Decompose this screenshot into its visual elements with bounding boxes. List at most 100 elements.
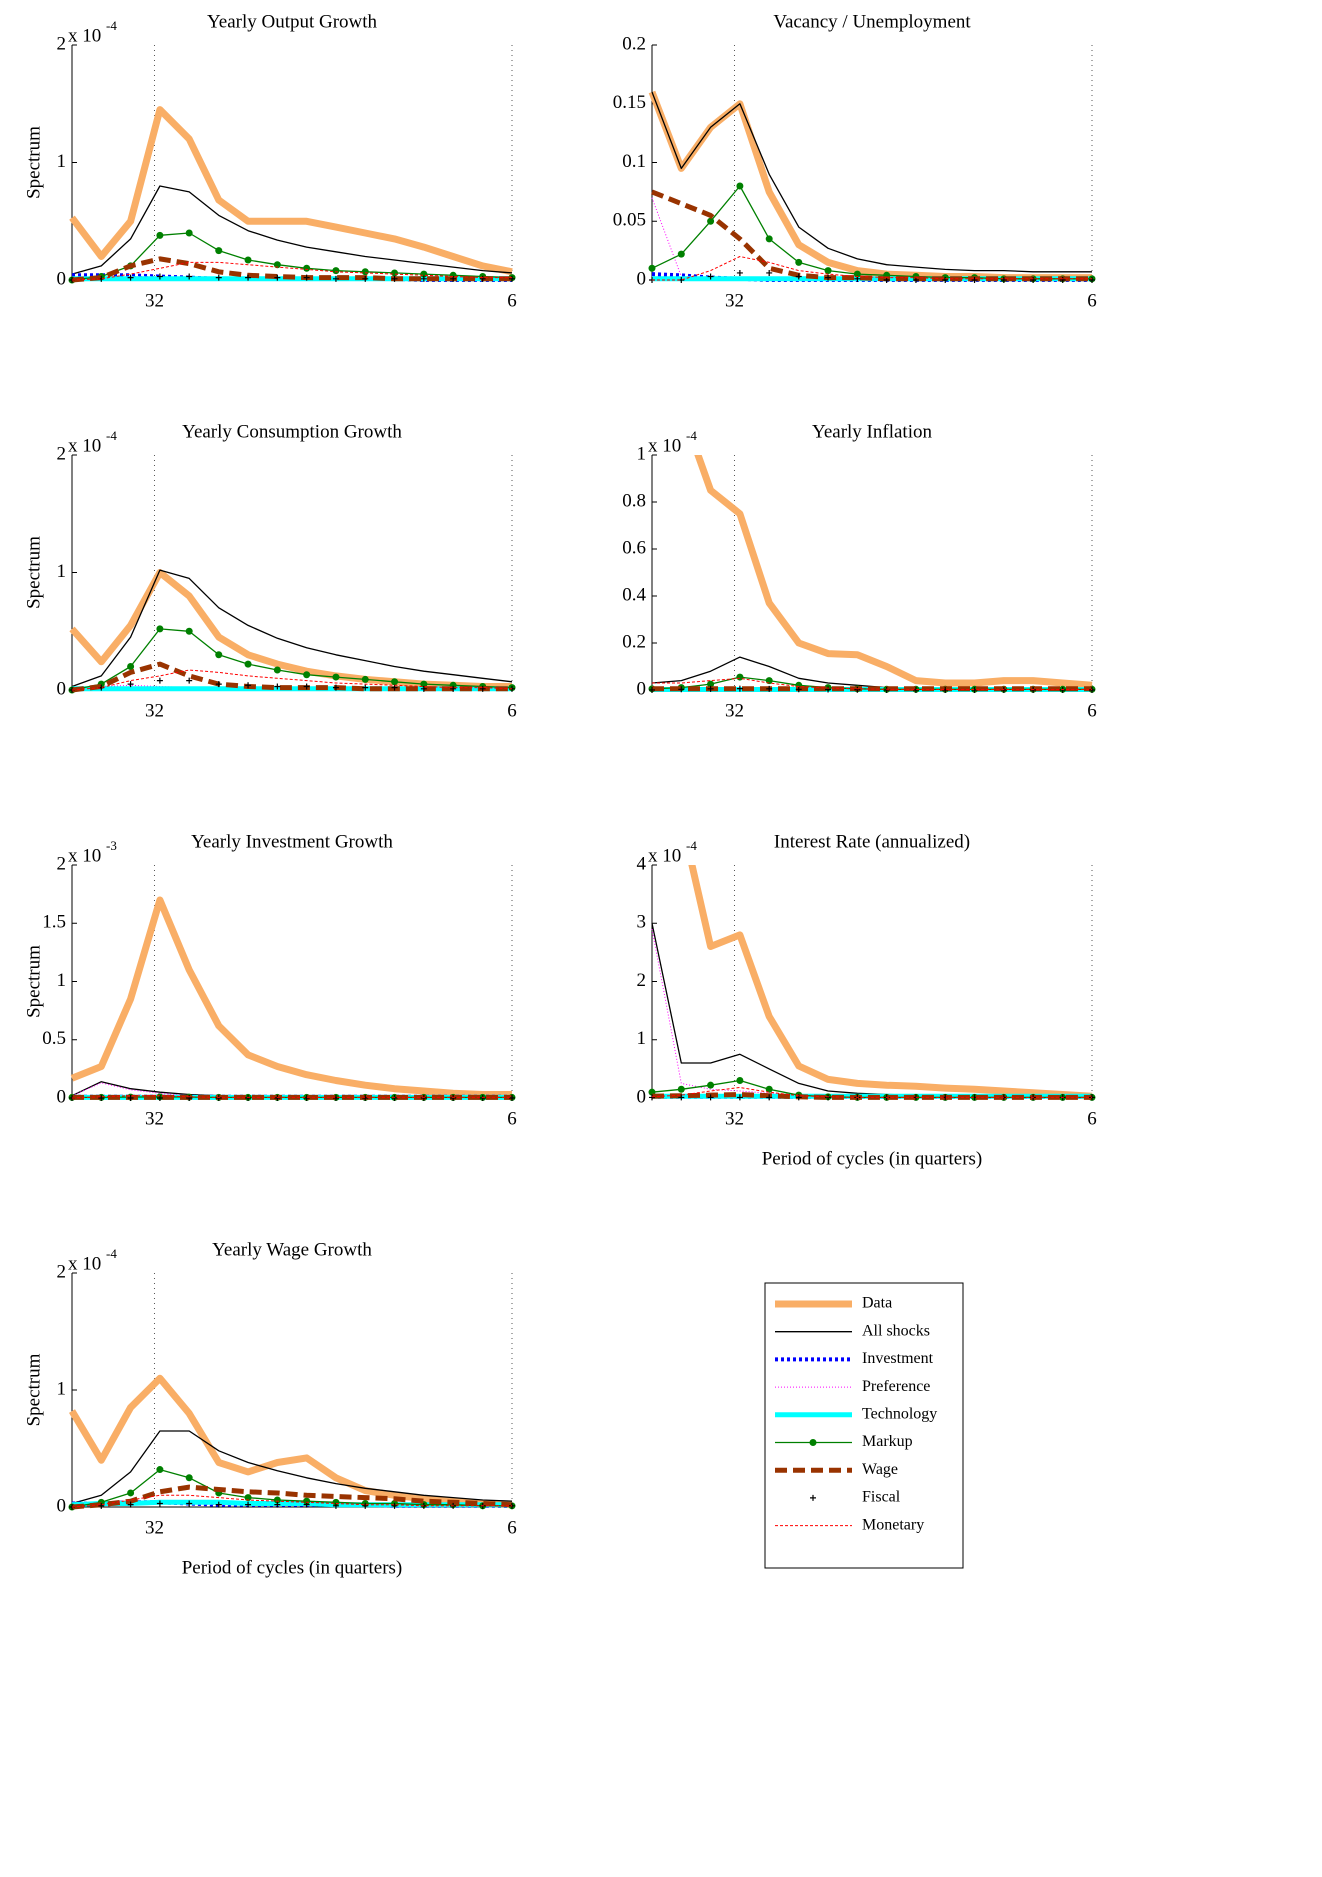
marker [450, 275, 457, 282]
marker [765, 1085, 773, 1093]
marker [795, 273, 802, 280]
marker [274, 1501, 281, 1508]
x-tick-label: 32 [725, 290, 744, 311]
y-multiplier: x 10 [648, 845, 681, 866]
y-tick-label: 0 [637, 268, 647, 289]
marker [450, 1095, 457, 1101]
marker [825, 274, 832, 281]
marker [127, 1489, 135, 1497]
x-tick-label: 32 [145, 1108, 164, 1129]
x-tick-label: 6 [507, 290, 517, 311]
marker [185, 1474, 193, 1482]
marker [273, 666, 281, 674]
legend-label: Monetary [862, 1516, 924, 1533]
marker [479, 275, 486, 282]
y-tick-label: 0.2 [622, 33, 646, 54]
marker [795, 258, 803, 266]
y-multiplier-exponent: -3 [106, 838, 117, 853]
series-line [651, 189, 1092, 282]
marker [186, 677, 193, 684]
x-tick-label: 32 [145, 290, 164, 311]
marker [156, 273, 163, 280]
y-multiplier: x 10 [68, 845, 101, 866]
marker [971, 277, 978, 283]
marker [332, 267, 340, 275]
marker [391, 1095, 398, 1101]
marker [1089, 277, 1095, 283]
plot-area [68, 896, 516, 1101]
x-axis-label: Period of cycles (in quarters) [182, 1557, 403, 1578]
series-line [71, 1095, 512, 1099]
marker [361, 675, 369, 683]
marker [185, 627, 193, 635]
y-tick-label: 0 [57, 1086, 67, 1107]
series-line [70, 896, 512, 1098]
legend-label: Markup [862, 1433, 913, 1450]
marker [361, 268, 369, 276]
marker [736, 269, 743, 276]
marker [678, 686, 685, 693]
marker [245, 682, 252, 689]
marker [391, 678, 399, 686]
marker [127, 1501, 134, 1508]
x-tick-label: 6 [507, 700, 517, 721]
marker [185, 229, 193, 237]
x-tick-label: 32 [145, 1517, 164, 1538]
y-multiplier: x 10 [648, 435, 681, 456]
y-tick-label: 1 [57, 561, 67, 582]
marker [98, 1095, 105, 1101]
marker [648, 264, 656, 272]
marker [707, 273, 714, 280]
marker [479, 1095, 486, 1101]
legend-label: Investment [862, 1350, 934, 1367]
marker [362, 684, 369, 691]
series-line [688, 865, 1093, 1100]
marker [765, 235, 773, 243]
marker [303, 1095, 310, 1101]
marker [186, 1095, 193, 1101]
marker [678, 1094, 685, 1101]
marker [420, 1095, 427, 1101]
y-tick-label: 0.1 [622, 151, 646, 172]
marker [824, 267, 832, 275]
marker [707, 685, 714, 692]
y-tick-label: 0.05 [613, 210, 646, 231]
y-tick-label: 0.8 [622, 490, 646, 511]
y-tick-label: 1 [57, 970, 67, 991]
marker [479, 685, 486, 692]
chart-title: Yearly Consumption Growth [182, 421, 402, 442]
marker [332, 275, 339, 282]
marker [1059, 277, 1066, 283]
y-tick-label: 1 [637, 1028, 647, 1049]
marker [273, 1496, 281, 1504]
plot-area [68, 1374, 516, 1511]
marker [98, 1502, 105, 1509]
chart-title: Yearly Output Growth [207, 11, 378, 32]
x-tick-label: 6 [507, 1517, 517, 1538]
y-multiplier-exponent: -4 [106, 18, 117, 33]
series-line [71, 185, 513, 275]
series-line [694, 455, 1093, 689]
marker [244, 256, 252, 264]
marker [362, 275, 369, 282]
marker [332, 673, 340, 681]
marker [244, 660, 252, 668]
plot-area [648, 90, 1096, 283]
marker [509, 275, 515, 282]
y-multiplier-exponent: -4 [686, 838, 697, 853]
series-line [71, 1484, 513, 1510]
marker [766, 685, 773, 692]
marker [766, 269, 773, 276]
marker [391, 269, 399, 277]
marker [677, 1085, 685, 1093]
y-tick-label: 0 [637, 678, 647, 699]
marker [245, 274, 252, 281]
marker [156, 677, 163, 684]
marker [707, 217, 715, 225]
marker [245, 1501, 252, 1508]
marker [707, 680, 715, 688]
legend-label: Technology [862, 1405, 937, 1422]
x-tick-label: 6 [1087, 700, 1097, 721]
marker [186, 273, 193, 280]
x-tick-label: 32 [725, 700, 744, 721]
